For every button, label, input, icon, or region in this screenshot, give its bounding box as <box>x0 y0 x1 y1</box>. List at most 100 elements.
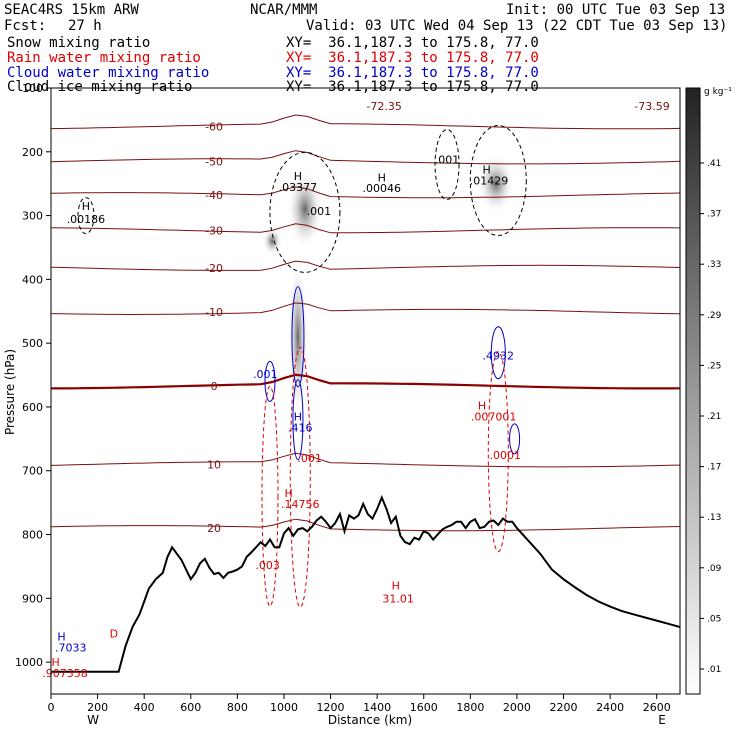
x-axis-east: E <box>658 713 666 727</box>
hydrometeor-contour <box>291 286 305 388</box>
temperature-contour-label: -72.35 <box>366 100 401 113</box>
valid-time: Valid: 03 UTC Wed 04 Sep 13 (22 CDT Tue … <box>306 18 728 34</box>
temperature-contour-label: 0 <box>211 380 218 393</box>
hydrometeor-contour <box>487 351 509 553</box>
hydrometeor-contour <box>289 346 311 608</box>
field-cloudice-name: Cloud ice mixing ratio <box>7 79 193 95</box>
temperature-contour <box>51 150 680 165</box>
forecast-label: Fcst: <box>4 18 47 34</box>
x-tick-label: 0 <box>48 701 55 714</box>
x-tick-label: 2600 <box>643 701 671 714</box>
x-tick-label: 1800 <box>456 701 484 714</box>
colorbar-tick-label: .05 <box>707 614 721 624</box>
y-tick-label: 100 <box>22 82 43 95</box>
y-tick-label: 200 <box>22 146 43 159</box>
colorbar-unit: g kg⁻¹ <box>704 87 732 97</box>
y-tick-label: 800 <box>22 529 43 542</box>
colorbar-tick-label: .37 <box>707 210 721 220</box>
x-tick-label: 600 <box>180 701 201 714</box>
x-tick-label: 2000 <box>503 701 531 714</box>
extremum-label: 31.01 <box>382 592 414 605</box>
temperature-contour-label: -40 <box>205 189 223 202</box>
y-axis: 1000 900 800 700 600 500 400 300 200 100 <box>15 82 51 669</box>
temperature-contour <box>51 518 680 532</box>
extremum-label: .001 <box>435 153 460 166</box>
colorbar-tick-label: .33 <box>707 260 721 270</box>
extremum-label: H <box>284 487 292 500</box>
colorbar-tick-label: .41 <box>707 159 721 169</box>
extremum-label: .03377 <box>279 181 318 194</box>
extremum-label: .00046 <box>363 182 402 195</box>
temperature-contour <box>51 223 680 234</box>
extremum-label: .00186 <box>67 213 106 226</box>
extremum-label: H <box>478 400 486 413</box>
contour-labels: -72.35 -73.59-60-50-40-30-20-1001020H.001… <box>42 100 670 680</box>
extremum-label: .01429 <box>470 174 509 187</box>
extremum-label: .007001 <box>471 411 517 424</box>
x-axis-label: Distance (km) <box>328 713 412 727</box>
plot-frame <box>50 87 681 695</box>
x-tick-label: 400 <box>134 701 155 714</box>
extremum-label: H <box>483 164 491 177</box>
temperature-contour <box>51 186 680 199</box>
colorbar-ticks: .41 .37 .33 .29 .25 .21 .17 .13 .09 .05 .01 <box>700 159 722 675</box>
y-tick-label: 300 <box>22 210 43 223</box>
field-cloudice-xy: XY= 36.1,187.3 to 175.8, 77.0 <box>286 79 539 95</box>
colorbar-tick-label: .01 <box>707 665 721 675</box>
x-axis-west: W <box>87 713 99 727</box>
temperature-contour <box>51 302 680 316</box>
temperature-contour-label: -10 <box>205 306 223 319</box>
x-tick-label: 1000 <box>270 701 298 714</box>
mixing-ratio-shade <box>287 256 308 417</box>
temperature-contour <box>51 373 680 390</box>
y-tick-label: 400 <box>22 273 43 286</box>
temperature-contour-label: -20 <box>205 262 223 275</box>
field-cloudwater-name: Cloud water mixing ratio <box>7 65 210 81</box>
x-tick-label: 2400 <box>596 701 624 714</box>
colorbar-tick-label: .17 <box>707 463 721 473</box>
hydrometeor-contour <box>292 379 304 461</box>
temperature-contour-label: 20 <box>207 522 221 535</box>
y-tick-label: 1000 <box>15 656 43 669</box>
extremum-label: H <box>378 171 386 184</box>
colorbar-tick-label: .21 <box>707 412 721 422</box>
hydrometeor-contour <box>509 423 521 455</box>
temperature-contours <box>51 114 680 532</box>
mixing-ratio-shade <box>477 153 514 214</box>
field-rain-xy: XY= 36.1,187.3 to 175.8, 77.0 <box>286 50 539 66</box>
hydrometeor-contour <box>269 151 341 273</box>
extremum-label: .7033 <box>55 641 87 654</box>
extremum-label: .003 <box>255 559 280 572</box>
extremum-label: .001 <box>297 452 322 465</box>
temperature-contour <box>51 260 680 271</box>
terrain-line <box>51 494 680 673</box>
field-cloudwater-xy: XY= 36.1,187.3 to 175.8, 77.0 <box>286 65 539 81</box>
extremum-label: .001 <box>307 205 332 218</box>
extremum-label: H <box>52 656 60 669</box>
hydrometeor-contour <box>264 360 276 402</box>
hydrometeor-contour <box>490 326 506 380</box>
extremum-label: H <box>294 170 302 183</box>
x-tick-label: 800 <box>227 701 248 714</box>
y-axis-label: Pressure (hPa) <box>3 349 17 435</box>
extremum-label: H <box>392 580 400 593</box>
colorbar-tick-label: .09 <box>707 564 722 574</box>
extremum-label: H <box>82 200 90 213</box>
extremum-label: .4932 <box>483 349 515 362</box>
extremum-label: H <box>57 631 65 644</box>
y-tick-label: 700 <box>22 465 43 478</box>
center-title: NCAR/MMM <box>250 2 318 18</box>
temperature-contour-label: -50 <box>205 155 223 168</box>
temperature-contour <box>51 114 680 130</box>
temperature-contour <box>51 452 680 468</box>
temperature-contour-label: 10 <box>207 458 221 471</box>
colorbar-tick-label: .13 <box>707 513 721 523</box>
x-tick-label: 1600 <box>410 701 438 714</box>
x-tick-label: 200 <box>87 701 108 714</box>
y-tick-label: 500 <box>22 337 43 350</box>
extremum-label: .416 <box>288 421 313 434</box>
extremum-label: D <box>110 627 118 640</box>
hydrometeor-contour <box>261 385 279 607</box>
hydrometeor-contour <box>77 197 95 235</box>
